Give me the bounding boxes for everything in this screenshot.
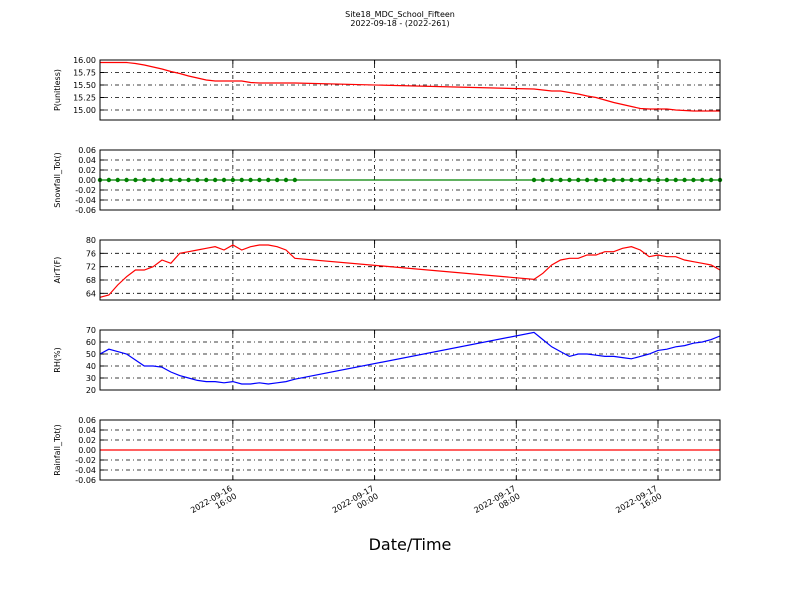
y-tick-label: 68	[86, 276, 96, 285]
data-point	[558, 177, 563, 183]
data-point	[106, 177, 112, 183]
data-point	[531, 177, 537, 183]
data-point	[629, 177, 634, 183]
data-point	[168, 177, 174, 183]
y-tick-label: 80	[86, 236, 96, 245]
data-point	[204, 177, 209, 183]
data-point	[682, 177, 687, 183]
data-point	[700, 177, 705, 183]
data-point	[664, 177, 670, 183]
data-point	[115, 177, 120, 183]
data-point	[124, 177, 129, 183]
data-point	[638, 177, 643, 183]
y-axis-label: P(unitless)	[53, 69, 62, 111]
data-point	[195, 177, 200, 183]
y-tick-label: -0.04	[75, 466, 96, 475]
y-tick-label: 20	[86, 386, 96, 395]
data-point	[673, 177, 678, 183]
data-point	[230, 177, 236, 183]
y-tick-label: 50	[86, 350, 96, 359]
data-point	[576, 177, 581, 183]
y-axis-label: Snowfall_Tot()	[53, 152, 62, 208]
plot-frame	[99, 149, 721, 211]
data-point	[602, 177, 608, 183]
y-tick-label: 0.00	[78, 176, 96, 185]
y-tick-label: 15.75	[73, 69, 96, 78]
plot-frame	[99, 239, 721, 301]
y-tick-label: -0.06	[75, 476, 96, 485]
y-tick-label: -0.04	[75, 196, 96, 205]
data-point	[283, 177, 289, 183]
chart-subtitle: 2022-09-18 - (2022-261)	[350, 19, 449, 28]
y-axis-label: AirT(F)	[53, 257, 62, 284]
data-point	[142, 177, 147, 183]
y-tick-label: 15.50	[73, 81, 96, 90]
data-point	[646, 177, 652, 183]
data-point	[611, 177, 616, 183]
plot-frame	[99, 329, 721, 391]
data-point	[620, 177, 625, 183]
plot-frame	[99, 419, 721, 481]
y-tick-label: 70	[86, 326, 96, 335]
data-point	[177, 177, 182, 183]
y-tick-label: -0.02	[75, 456, 96, 465]
data-point	[248, 177, 253, 183]
data-point	[549, 177, 554, 183]
y-tick-label: 64	[86, 289, 96, 298]
data-line	[99, 331, 721, 385]
y-tick-label: -0.02	[75, 186, 96, 195]
y-axis-label: RH(%)	[53, 347, 62, 372]
data-point	[221, 177, 227, 183]
data-point	[150, 177, 156, 183]
y-tick-label: 0.00	[78, 446, 96, 455]
y-tick-label: 0.02	[78, 436, 96, 445]
data-point	[655, 177, 661, 183]
chart-title: Site18_MDC_School_Fifteen	[345, 10, 455, 19]
data-point	[540, 177, 546, 183]
y-tick-label: 40	[86, 362, 96, 371]
y-tick-label: 72	[86, 263, 96, 272]
y-tick-label: 0.06	[78, 416, 96, 425]
data-point	[212, 177, 218, 183]
data-point	[593, 177, 599, 183]
data-point	[186, 177, 191, 183]
y-tick-label: 76	[86, 249, 96, 258]
data-point	[266, 177, 271, 183]
data-point	[708, 177, 714, 183]
y-tick-label: 0.06	[78, 146, 96, 155]
data-point	[133, 177, 138, 183]
y-tick-label: 15.25	[73, 94, 96, 103]
data-line	[99, 244, 721, 298]
data-point	[292, 177, 298, 183]
data-point	[257, 177, 262, 183]
y-tick-label: 15.00	[73, 106, 96, 115]
y-tick-label: 0.04	[78, 426, 96, 435]
data-point	[691, 177, 696, 183]
y-tick-label: 16.00	[73, 56, 96, 65]
plot-frame	[99, 59, 721, 121]
y-tick-label: -0.06	[75, 206, 96, 215]
y-tick-label: 0.02	[78, 166, 96, 175]
data-point	[567, 177, 572, 183]
data-point	[274, 177, 280, 183]
y-tick-label: 0.04	[78, 156, 96, 165]
y-tick-label: 30	[86, 374, 96, 383]
data-point	[159, 177, 165, 183]
data-point	[239, 177, 244, 183]
x-axis-label: Date/Time	[369, 535, 452, 554]
y-axis-label: Rainfall_Tot()	[53, 424, 62, 476]
y-tick-label: 60	[86, 338, 96, 347]
data-line	[100, 61, 720, 112]
data-point	[584, 177, 590, 183]
